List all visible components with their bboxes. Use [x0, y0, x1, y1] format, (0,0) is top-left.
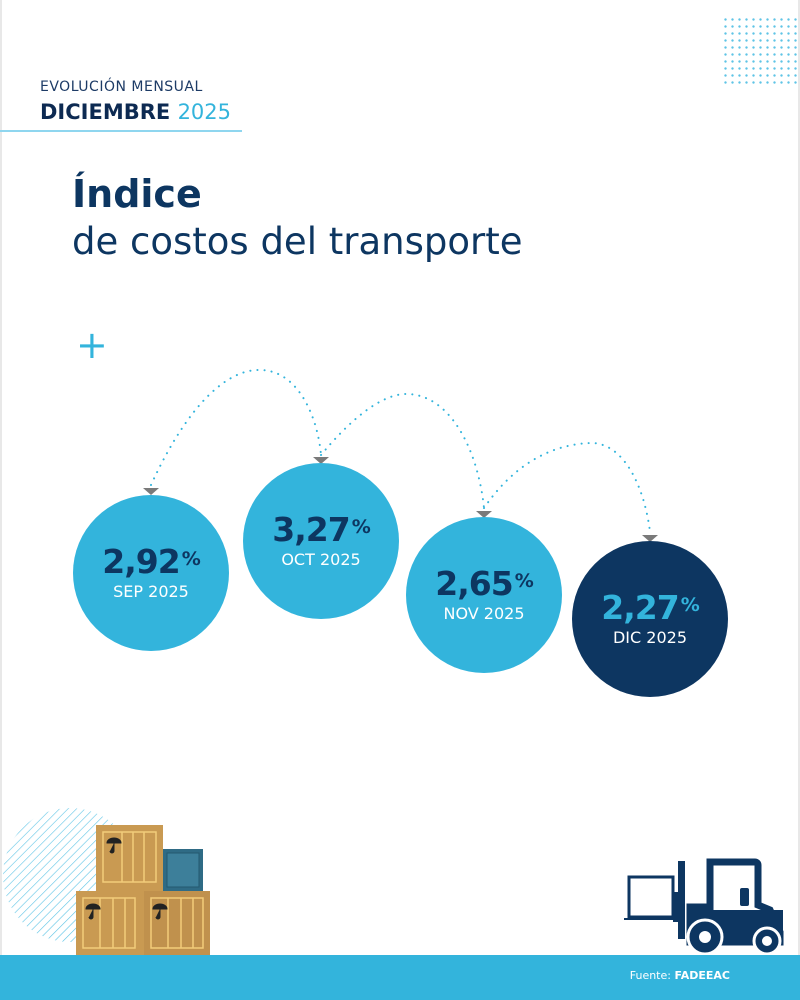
- arrow-dic: [642, 535, 658, 542]
- forklift-illustration: [624, 858, 784, 955]
- label: OCT 2025: [281, 550, 361, 569]
- arc-oct-nov: [320, 392, 485, 509]
- plus-icon: +: [76, 323, 108, 367]
- label: NOV 2025: [443, 604, 525, 623]
- circle-oct: 3,27% OCT 2025: [243, 463, 399, 619]
- year: 2025: [177, 100, 232, 124]
- arc-nov-dic: [483, 441, 651, 533]
- arc-sep-oct: [150, 368, 322, 486]
- circle-dic: 2,27% DIC 2025: [572, 541, 728, 697]
- page-title: Índice: [72, 172, 202, 216]
- dot-grid-decoration: [722, 16, 798, 88]
- arrow-sep: [143, 488, 159, 495]
- value: 2,27%: [601, 588, 699, 627]
- circle-nov: 2,65% NOV 2025: [406, 517, 562, 673]
- source: Fuente: FADEEAC: [629, 969, 730, 982]
- crate-top: [96, 825, 163, 891]
- crate-bottom-left: [76, 891, 144, 956]
- value: 2,92%: [102, 542, 200, 581]
- period-heading: DICIEMBRE 2025: [40, 100, 231, 124]
- month: DICIEMBRE: [40, 100, 171, 124]
- circle-sep: 2,92% SEP 2025: [73, 495, 229, 651]
- value: 3,27%: [272, 510, 370, 549]
- crate-bottom-right: [144, 891, 210, 956]
- kicker: EVOLUCIÓN MENSUAL: [40, 79, 203, 95]
- crates-illustration: [3, 808, 210, 956]
- crate-small: [163, 849, 203, 891]
- label: SEP 2025: [113, 582, 189, 601]
- arrow-oct: [313, 457, 329, 464]
- value: 2,65%: [435, 564, 533, 603]
- footer-bar: [0, 955, 800, 1000]
- arrow-nov: [476, 511, 492, 518]
- divider: [0, 130, 242, 132]
- page-subtitle: de costos del transporte: [72, 220, 523, 263]
- label: DIC 2025: [612, 628, 687, 647]
